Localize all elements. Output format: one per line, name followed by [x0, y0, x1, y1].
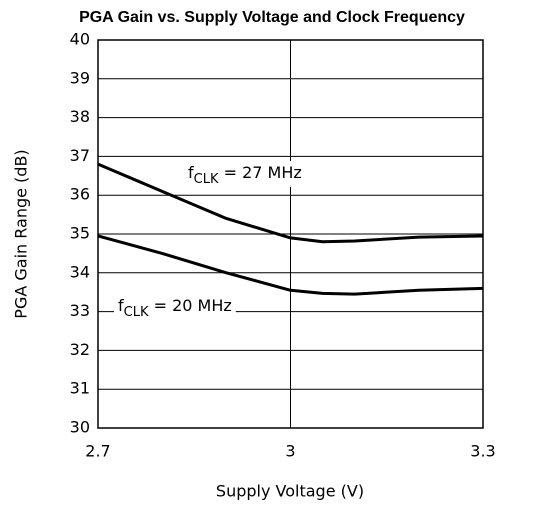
y-tick-label: 34	[70, 262, 90, 281]
y-tick-label: 32	[70, 340, 90, 359]
x-tick-label: 3	[285, 442, 295, 461]
line	[97, 162, 484, 244]
chart-title: PGA Gain vs. Supply Voltage and Clock Fr…	[79, 9, 465, 26]
series-label: fCLK = 27 MHz	[188, 163, 302, 187]
y-tick-label: 40	[70, 30, 90, 49]
y-tick-label: 36	[70, 185, 90, 204]
label-part: CLK	[194, 172, 219, 187]
x-tick-label: 2.7	[85, 442, 110, 461]
y-tick-label: 38	[70, 107, 90, 126]
label-background	[184, 161, 306, 187]
y-tick-label: 35	[70, 224, 90, 243]
y-axis-label: PGA Gain Range (dB)	[12, 149, 31, 318]
label-part: = 27 MHz	[219, 163, 302, 182]
plot-border	[97, 39, 484, 429]
label-part: CLK	[124, 305, 149, 320]
label-background	[114, 294, 236, 320]
y-tick-label: 30	[70, 418, 90, 437]
line	[97, 234, 484, 296]
series-label: fCLK = 20 MHz	[118, 296, 232, 320]
label-part: = 20 MHz	[149, 296, 232, 315]
y-tick-label: 33	[70, 301, 90, 320]
y-tick-label: 31	[70, 379, 90, 398]
label-part: f	[118, 296, 124, 315]
y-tick-label: 39	[70, 68, 90, 87]
y-tick-label: 37	[70, 146, 90, 165]
x-axis-label: Supply Voltage (V)	[216, 482, 364, 501]
x-tick-label: 3.3	[470, 442, 495, 461]
label-part: f	[188, 163, 194, 182]
